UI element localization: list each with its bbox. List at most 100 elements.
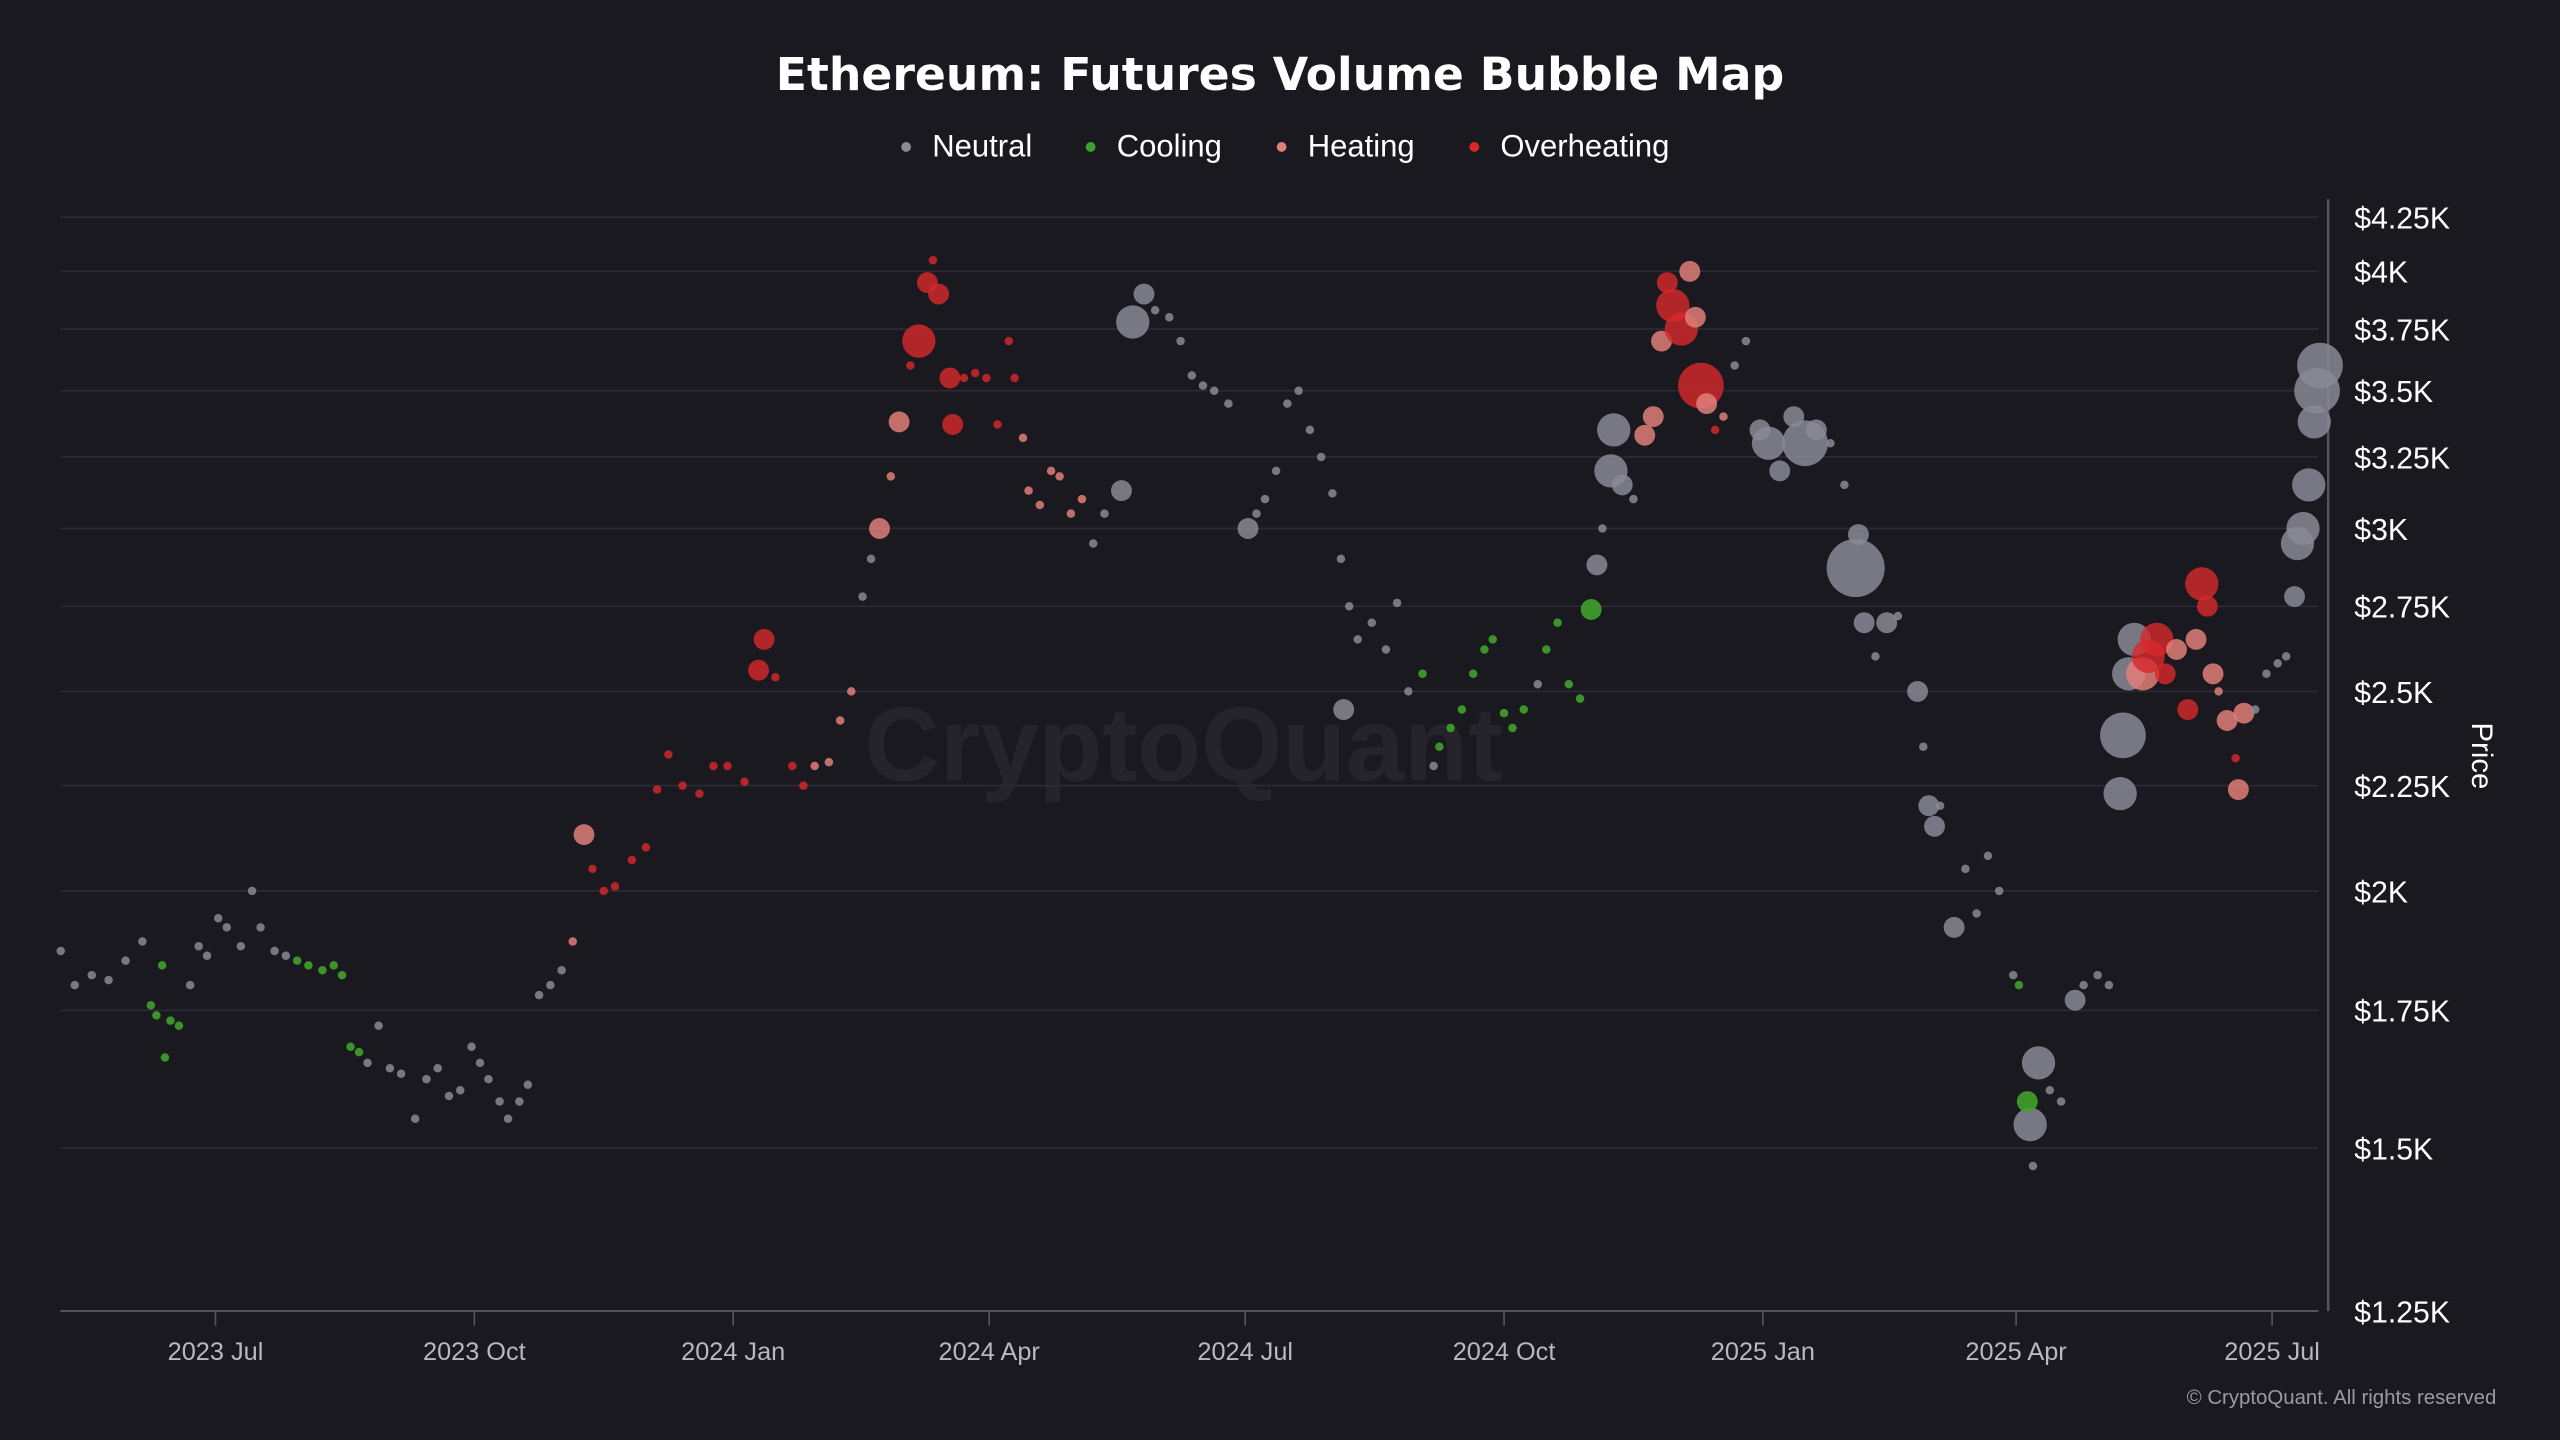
x-tick-label: 2024 Jul xyxy=(1197,1338,1293,1366)
bubble-n xyxy=(1924,815,1945,837)
bubble-h xyxy=(2216,710,2238,731)
bubble-n xyxy=(396,1069,406,1079)
bubble-c xyxy=(1553,618,1562,627)
bubble-n xyxy=(1597,413,1631,447)
bubble-n xyxy=(484,1074,493,1084)
y-tick-label: $2K xyxy=(2354,876,2408,909)
y-tick-label: $4.25K xyxy=(2354,203,2450,236)
bubble-n xyxy=(515,1097,524,1106)
bubble-n xyxy=(1429,761,1438,771)
bubble-n xyxy=(1972,909,1981,918)
bubble-n xyxy=(495,1097,504,1106)
bubble-o xyxy=(993,420,1002,429)
bubble-n xyxy=(2284,586,2305,608)
grid-lines xyxy=(60,216,2319,1149)
bubble-n xyxy=(1305,425,1315,435)
bubble-h xyxy=(1719,412,1728,421)
bubble-n xyxy=(1629,494,1638,504)
bubble-c xyxy=(2014,980,2024,990)
bubble-o xyxy=(709,761,718,771)
bubble-n xyxy=(1769,460,1791,482)
bubble-n xyxy=(2093,970,2102,980)
bubble-c xyxy=(354,1047,364,1057)
bubble-n xyxy=(2297,405,2331,439)
bubble-c xyxy=(1519,705,1528,714)
bubble-n xyxy=(1826,538,1885,598)
bubble-n xyxy=(256,923,265,932)
bubble-h xyxy=(1024,486,1033,495)
y-axis-label: Price xyxy=(2465,722,2498,789)
legend-item-heating[interactable]: Heating xyxy=(1308,129,1415,164)
bubble-o xyxy=(902,324,936,358)
bubble-n xyxy=(1919,742,1928,752)
bubble-c xyxy=(1542,645,1551,654)
y-tick-label: $4K xyxy=(2354,257,2408,290)
bubble-n xyxy=(1224,399,1233,408)
bubble-n xyxy=(1294,386,1303,395)
bubble-n xyxy=(1252,509,1261,518)
y-tick-label: $1.5K xyxy=(2354,1133,2433,1166)
bubble-n xyxy=(2064,989,2086,1011)
bubble-n xyxy=(1935,801,1945,810)
bubble-h xyxy=(1696,393,1718,415)
bubble-n xyxy=(1893,611,1903,621)
x-tick-label: 2024 Jan xyxy=(681,1338,785,1366)
bubble-h xyxy=(835,716,845,725)
bubble-c xyxy=(1575,694,1585,703)
bubble-h xyxy=(1035,500,1045,510)
legend-item-cooling[interactable]: Cooling xyxy=(1117,129,1222,164)
bubble-h xyxy=(2233,702,2255,724)
y-tick-label: $3K xyxy=(2354,514,2408,547)
bubble-n xyxy=(1116,305,1150,339)
legend-marker-neutral xyxy=(901,142,912,152)
legend-item-neutral[interactable]: Neutral xyxy=(932,129,1032,164)
x-tick-label: 2023 Jul xyxy=(168,1338,264,1366)
bubble-n xyxy=(70,980,80,990)
bubble-n xyxy=(2021,1046,2056,1080)
bubble-n xyxy=(534,990,544,1000)
bubble-n xyxy=(2262,669,2271,679)
bubble-n xyxy=(1209,386,1219,395)
bubble-n xyxy=(546,980,555,990)
bubble-n xyxy=(1333,699,1355,720)
bubble-n xyxy=(1176,336,1185,346)
bubble-n xyxy=(2250,705,2260,714)
bubble-n xyxy=(104,975,113,985)
bubble-c xyxy=(1564,680,1574,689)
x-axis-ticks: 2023 Jul 2023 Oct 2024 Jan 2024 Apr 2024 Jul… xyxy=(168,1311,2320,1366)
bubble-h xyxy=(847,687,856,696)
bubble-n xyxy=(1533,680,1543,689)
bubble-n xyxy=(247,886,257,896)
bubble-n xyxy=(1907,680,1928,702)
bubble-o xyxy=(2231,753,2240,763)
bubble-o xyxy=(1656,272,1678,294)
bubble-n xyxy=(1187,371,1197,380)
copyright: © CryptoQuant. All rights reserved xyxy=(2187,1387,2497,1409)
bubble-o xyxy=(2140,622,2174,656)
legend-item-overheating[interactable]: Overheating xyxy=(1500,129,1669,164)
bubble-c xyxy=(2016,1091,2038,1112)
bubble-n xyxy=(1918,795,1940,817)
bubble-n xyxy=(2281,652,2291,661)
bubble-n xyxy=(858,592,867,601)
bubble-n xyxy=(2045,1086,2055,1095)
bubble-n xyxy=(1871,652,1880,661)
bubble-o xyxy=(2196,595,2218,617)
bubble-c xyxy=(1580,599,1602,620)
bubble-o xyxy=(627,855,637,865)
bubble-o xyxy=(942,414,964,435)
y-tick-label: $1.75K xyxy=(2354,996,2450,1029)
bubble-n xyxy=(1353,635,1362,644)
y-tick-label: $3.75K xyxy=(2354,314,2450,347)
bubble-n xyxy=(410,1114,420,1123)
bubble-n xyxy=(1367,618,1377,627)
bubble-n xyxy=(1328,489,1337,498)
bubble-n xyxy=(2056,1097,2066,1106)
bubble-c xyxy=(160,1053,170,1062)
bubble-c xyxy=(318,966,327,975)
bubbles xyxy=(56,255,2343,1171)
bubble-h xyxy=(2166,639,2187,660)
bubble-n xyxy=(503,1114,513,1123)
bubble-n xyxy=(2297,342,2343,389)
